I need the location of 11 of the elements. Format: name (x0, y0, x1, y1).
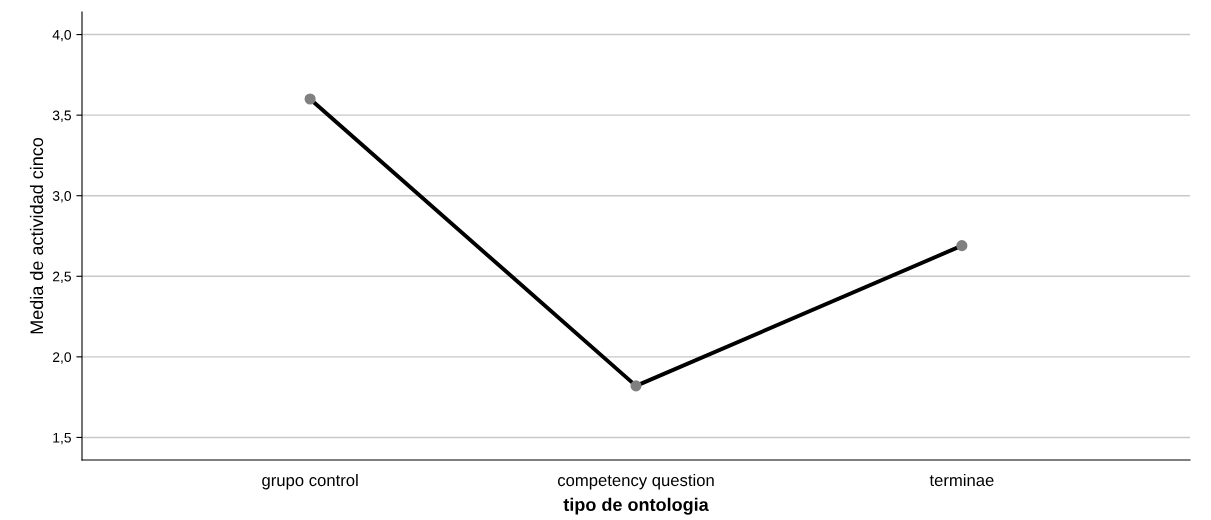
y-tick-label: 1,5 (53, 432, 71, 445)
x-tick-label: competency question (557, 473, 714, 490)
x-axis-title: tipo de ontologia (563, 497, 709, 515)
x-tick-label: grupo control (262, 473, 358, 490)
y-tick-label: 3,0 (52, 191, 72, 203)
x-tick-label: terminae (929, 473, 994, 487)
y-tick-label: 2,5 (52, 271, 71, 284)
y-tick-label: 4,0 (52, 29, 72, 42)
y-tick-label: 2,0 (52, 352, 72, 364)
y-tick-label: 3,5 (52, 110, 71, 122)
y-axis-title: Media de actividad cinco (29, 137, 44, 334)
